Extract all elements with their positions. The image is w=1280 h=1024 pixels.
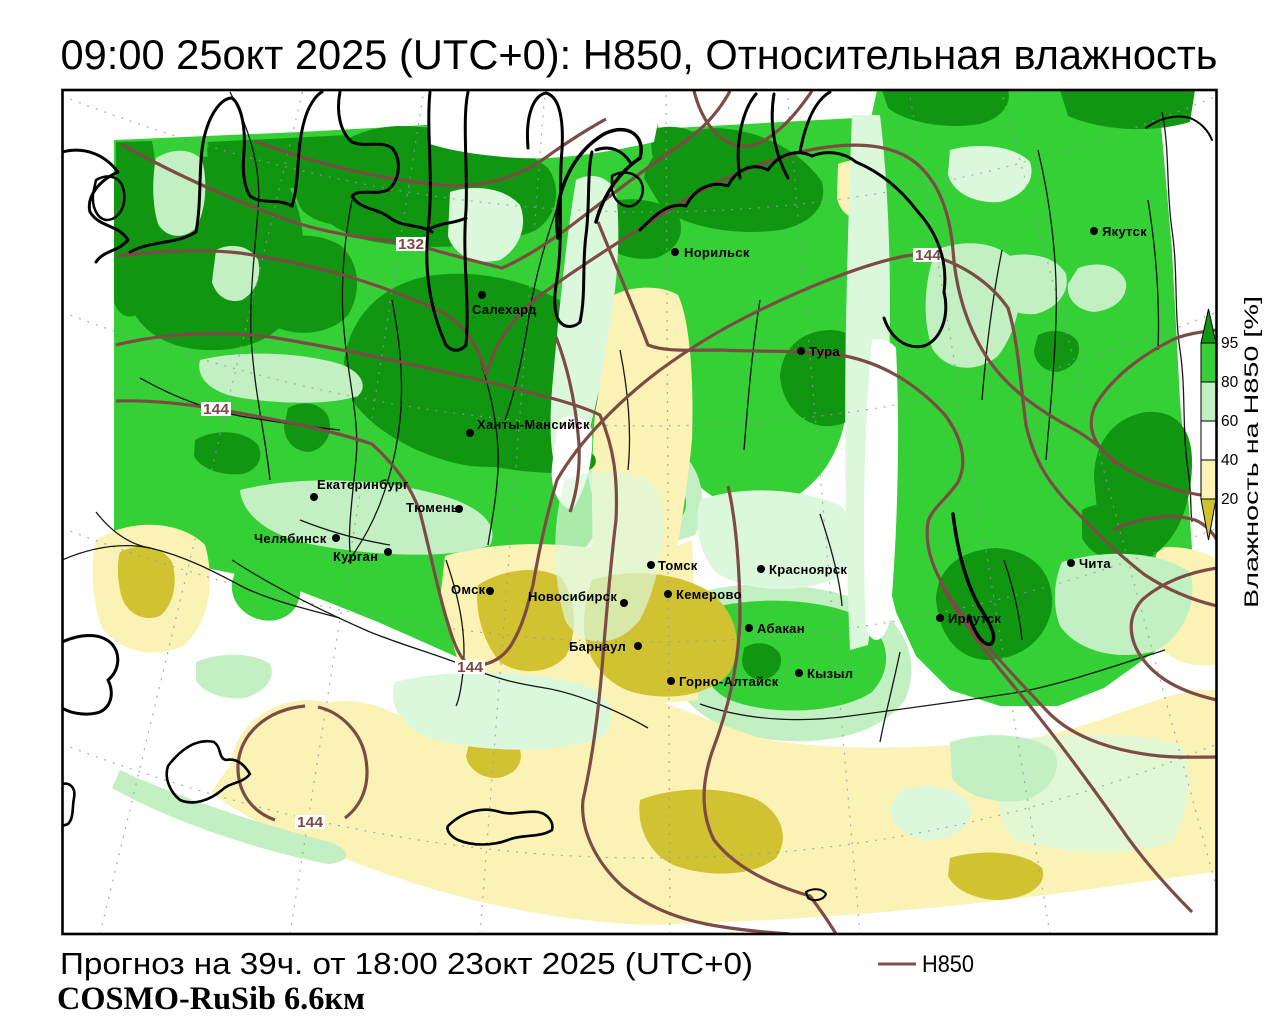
svg-text:Влажность на H850 [%]: Влажность на H850 [%]	[1242, 296, 1263, 608]
svg-text:Курган: Курган	[333, 549, 378, 564]
svg-text:144: 144	[203, 401, 230, 418]
svg-text:20: 20	[1221, 491, 1239, 508]
svg-text:Иркутск: Иркутск	[948, 611, 1001, 626]
svg-text:Новосибирск: Новосибирск	[528, 589, 617, 604]
svg-text:Абакан: Абакан	[757, 621, 805, 636]
svg-text:COSMO-RuSib 6.6км: COSMO-RuSib 6.6км	[57, 981, 365, 1017]
svg-text:Чита: Чита	[1079, 556, 1111, 571]
svg-text:95: 95	[1221, 335, 1238, 352]
svg-text:09:00 25окт 2025 (UTC+0): H850: 09:00 25окт 2025 (UTC+0): H850, Относите…	[61, 31, 1218, 78]
svg-text:Кемерово: Кемерово	[676, 587, 742, 602]
svg-text:Норильск: Норильск	[684, 245, 750, 260]
svg-text:144: 144	[457, 659, 484, 676]
svg-text:Ханты-Мансийск: Ханты-Мансийск	[477, 417, 590, 432]
svg-text:Горно-Алтайск: Горно-Алтайск	[679, 674, 779, 689]
svg-text:Кызыл: Кызыл	[807, 666, 853, 681]
svg-text:Прогноз на 39ч. от 18:00 23окт: Прогноз на 39ч. от 18:00 23окт 2025 (UTC…	[60, 946, 753, 981]
svg-text:144: 144	[297, 814, 324, 831]
svg-text:Тюмень: Тюмень	[406, 500, 459, 515]
svg-text:60: 60	[1221, 413, 1239, 430]
svg-text:144: 144	[915, 247, 942, 264]
svg-text:Томск: Томск	[658, 558, 698, 573]
svg-text:Барнаул: Барнаул	[569, 639, 626, 654]
svg-text:Салехард: Салехард	[472, 302, 537, 317]
svg-text:132: 132	[398, 236, 424, 253]
svg-text:Тура: Тура	[809, 344, 840, 359]
svg-text:80: 80	[1221, 374, 1239, 391]
svg-text:40: 40	[1221, 452, 1239, 469]
svg-text:Омск: Омск	[451, 582, 486, 597]
svg-text:Екатеринбург: Екатеринбург	[317, 477, 409, 492]
svg-text:H850: H850	[922, 951, 974, 978]
svg-text:Якутск: Якутск	[1102, 224, 1147, 239]
svg-text:Красноярск: Красноярск	[769, 562, 847, 577]
svg-text:Челябинск: Челябинск	[254, 531, 327, 546]
